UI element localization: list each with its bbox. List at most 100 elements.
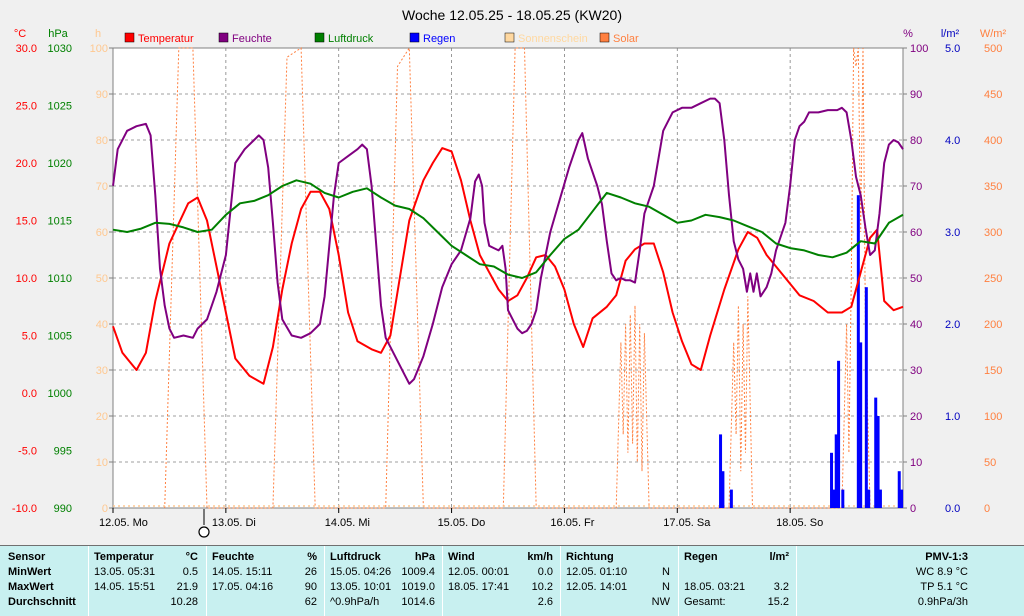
tick-sunshine: 0 [102, 503, 108, 515]
tick-solar: 500 [984, 43, 1002, 55]
stat-press-val: 1019.0 [401, 581, 435, 593]
stat-hum-val: 90 [304, 581, 317, 593]
tick-pressure: 1020 [48, 158, 72, 170]
header-humidity-unit: % [307, 551, 317, 563]
tick-sunshine: 20 [96, 411, 108, 423]
rain-bar [721, 471, 725, 508]
tick-rain: 5.0 [945, 43, 960, 55]
unit-temp: °C [14, 28, 26, 40]
tick-temp: 5.0 [22, 331, 37, 343]
unit-rain: l/m² [941, 28, 960, 40]
header-direction: Richtung [566, 551, 614, 563]
stat-press-time: 13.05. 10:01 [330, 581, 392, 593]
x-tick-label: 18.05. So [776, 517, 823, 529]
tick-sunshine: 40 [96, 319, 108, 331]
tick-humidity: 40 [910, 319, 922, 331]
rain-bar [878, 489, 882, 508]
stat-wind-val: 10.2 [531, 581, 553, 593]
rain-bar [859, 342, 863, 508]
legend-label: Regen [423, 33, 455, 45]
stat-press-time: ^0.9hPa/h [330, 596, 380, 608]
weather-chart: 30.025.020.015.010.05.00.0-5.0-10.010301… [11, 7, 1007, 538]
stat-press-val: 1009.4 [401, 566, 435, 578]
tick-temp: 30.0 [16, 43, 37, 55]
unit-pressure: hPa [48, 28, 68, 40]
stat-temp-val: 0.5 [182, 566, 198, 578]
tick-temp: 10.0 [16, 273, 37, 285]
tick-pressure: 995 [54, 446, 72, 458]
series-line-feuchte [112, 97, 904, 385]
rain-bar [719, 434, 723, 508]
tick-sunshine: 10 [96, 457, 108, 469]
scroll-marker[interactable] [198, 509, 210, 538]
tick-solar: 300 [984, 227, 1002, 239]
tick-humidity: 60 [910, 227, 922, 239]
rain-bar [856, 195, 860, 508]
x-tick-label: 15.05. Do [438, 517, 486, 529]
rain-bar [832, 489, 836, 508]
tick-humidity: 100 [910, 43, 928, 55]
rain-bar [834, 434, 838, 508]
header-rain: Regen [684, 551, 718, 563]
stat-dir-time: 12.05. 14:01 [566, 581, 628, 593]
header-sensor: Sensor [8, 551, 46, 563]
rain-bar [841, 489, 845, 508]
stat-wind-val: 0.0 [537, 566, 553, 578]
tick-sunshine: 60 [96, 227, 108, 239]
stat-rain-val: 3.2 [773, 581, 789, 593]
tick-solar: 150 [984, 365, 1002, 377]
tick-humidity: 70 [910, 181, 922, 193]
tick-solar: 200 [984, 319, 1002, 331]
tick-temp: 20.0 [16, 158, 37, 170]
legend-swatch [599, 32, 610, 43]
tick-rain: 1.0 [945, 411, 960, 423]
tick-pressure: 1025 [48, 101, 72, 113]
stat-temp-val: 21.9 [176, 581, 198, 593]
rain-bar [729, 489, 733, 508]
tick-solar: 0 [984, 503, 990, 515]
unit-humidity: % [903, 28, 913, 40]
tick-sunshine: 70 [96, 181, 108, 193]
stat-press-time: 15.05. 04:26 [330, 566, 392, 578]
tick-pressure: 1010 [48, 273, 72, 285]
tick-humidity: 20 [910, 411, 922, 423]
series-line-luftdruck [112, 179, 904, 279]
x-tick-label: 13.05. Di [212, 517, 256, 529]
header-pressure-unit: hPa [414, 551, 435, 563]
legend-label: Luftdruck [328, 33, 374, 45]
rain-bar [837, 360, 841, 508]
header-humidity: Feuchte [212, 551, 255, 563]
stat-temp-val: 10.28 [170, 596, 198, 608]
x-tick-label: 16.05. Fr [550, 517, 594, 529]
rain-bar [897, 471, 901, 508]
header-pmv: PMV-1:3 [925, 551, 968, 563]
solar-series [113, 46, 903, 509]
tick-pressure: 1000 [48, 388, 72, 400]
tick-humidity: 10 [910, 457, 922, 469]
legend-swatch [314, 32, 325, 43]
stat-rain-time: Gesamt: [684, 596, 726, 608]
legend-label: Sonnenschein [518, 33, 588, 45]
x-tick-label: 17.05. Sa [663, 517, 711, 529]
stat-press-val: 1014.6 [401, 596, 435, 608]
header-temperature: Temperatur [94, 551, 154, 563]
rain-bar [830, 452, 834, 508]
rain-bar [867, 489, 871, 508]
tick-solar: 350 [984, 181, 1002, 193]
stat-pmv: TP 5.1 °C [920, 581, 968, 593]
unit-solar: W/m² [980, 28, 1007, 40]
stat-hum-val: 26 [304, 566, 317, 578]
tick-humidity: 0 [910, 503, 916, 515]
stat-dir-time: 12.05. 01:10 [566, 566, 628, 578]
tick-temp: 0.0 [22, 388, 37, 400]
statistics-table: Sensor Temperatur °C Feuchte % Luftdruck… [0, 545, 1024, 616]
stat-rain-time: 18.05. 03:21 [684, 581, 746, 593]
tick-pressure: 1030 [48, 43, 72, 55]
unit-sunshine: h [95, 28, 101, 40]
tick-humidity: 80 [910, 135, 922, 147]
tick-temp: 15.0 [16, 216, 37, 228]
stat-wind-time: 18.05. 17:41 [448, 581, 510, 593]
stat-label: MinWert [8, 566, 52, 578]
tick-humidity: 90 [910, 89, 922, 101]
tick-solar: 450 [984, 89, 1002, 101]
